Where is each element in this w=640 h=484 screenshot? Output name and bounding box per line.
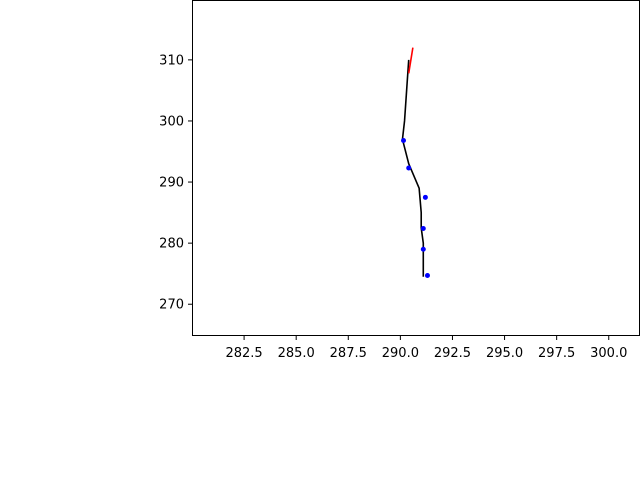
scatter-point-1 bbox=[406, 165, 412, 171]
scatter-point-5 bbox=[424, 273, 430, 279]
x-tick-label-7: 300.0 bbox=[590, 346, 627, 361]
x-tick-label-1: 285.0 bbox=[278, 346, 315, 361]
y-tick-label-0: 270 bbox=[159, 298, 184, 313]
x-tick-label-3: 290.0 bbox=[382, 346, 419, 361]
x-tick-label-6: 297.5 bbox=[538, 346, 575, 361]
y-tick-label-4: 310 bbox=[159, 53, 184, 68]
scatter-point-3 bbox=[420, 225, 426, 231]
scatter-point-2 bbox=[422, 194, 428, 200]
y-tick-label-3: 300 bbox=[159, 114, 184, 129]
x-tick-label-0: 282.5 bbox=[225, 346, 262, 361]
y-tick-label-1: 280 bbox=[159, 237, 184, 252]
y-tick-label-2: 290 bbox=[159, 176, 184, 191]
x-tick-label-2: 287.5 bbox=[330, 346, 367, 361]
x-tick-label-5: 295.0 bbox=[486, 346, 523, 361]
scatter-point-4 bbox=[420, 246, 426, 252]
scatter-point-0 bbox=[401, 138, 406, 144]
series-line-1 bbox=[407, 47, 414, 74]
x-tick-label-4: 292.5 bbox=[434, 346, 471, 361]
